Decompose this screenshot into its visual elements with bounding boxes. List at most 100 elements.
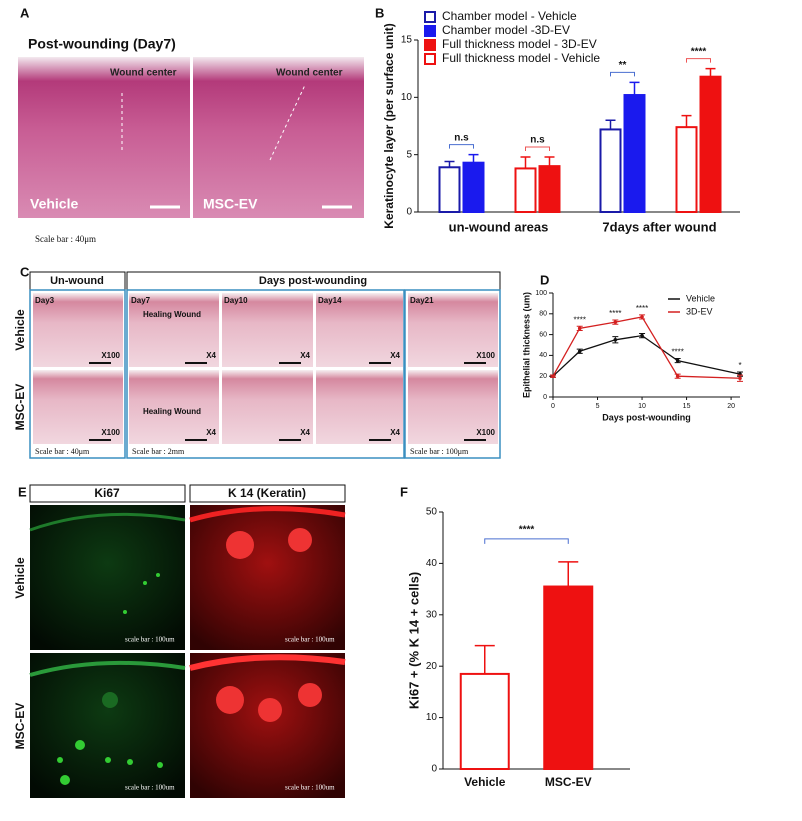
y-tick-label: 80 (539, 311, 547, 318)
significance-label: ** (619, 60, 627, 71)
histology-image (129, 370, 219, 444)
bar (538, 165, 561, 213)
x-tick-label: 10 (638, 403, 646, 410)
point (640, 333, 644, 338)
frame (404, 289, 501, 459)
histology-image (33, 370, 123, 444)
scale-note: scale bar : 100um (285, 784, 335, 792)
histology-image (222, 370, 313, 444)
legend-label: Full thickness model - Vehicle (442, 51, 600, 65)
arrow (269, 84, 306, 161)
significance-label: **** (609, 309, 621, 318)
cell-dots (216, 528, 322, 722)
legend-label: Chamber model - Vehicle (442, 9, 577, 23)
point (577, 326, 582, 331)
scale-note: Scale bar : 40μm (35, 447, 90, 456)
scale-note: Scale bar : 2mm (132, 447, 185, 456)
y-tick-label: 100 (535, 290, 547, 297)
x-tick-label: 0 (551, 403, 555, 410)
panel-letter: D (540, 272, 549, 287)
legend-swatch (424, 25, 436, 37)
image-annotation: Healing Wound (143, 310, 201, 319)
y-axis-label: Epithelial thickness (um) (521, 292, 531, 398)
bar (438, 166, 461, 213)
bar (699, 75, 722, 214)
error-bar (468, 153, 479, 163)
magnification: X4 (390, 428, 400, 437)
significance-bracket (525, 146, 550, 151)
bar (623, 94, 646, 213)
fluorescence-image (30, 505, 185, 650)
error-bar (605, 119, 616, 130)
significance-label: n.s (530, 135, 545, 146)
row-label: Vehicle (13, 309, 27, 351)
header-box (29, 484, 186, 503)
fluorescence-image (190, 505, 345, 650)
x-tick-label: un-wound areas (449, 219, 549, 234)
x-tick-label: 7days after wound (602, 219, 716, 234)
error-bar (474, 644, 495, 674)
histology-image (408, 293, 498, 367)
histology-image (129, 293, 219, 367)
x-axis-label: Days post-wounding (602, 412, 691, 422)
day-label: Day3 (35, 296, 55, 305)
line (552, 316, 741, 379)
point (613, 320, 618, 324)
magnification: X4 (206, 428, 216, 437)
error-bar (705, 67, 716, 77)
histology-grid: X100 Day3 X4 Day7 X4 Day10 X4 Day14 X100 Day21 X10… (33, 293, 498, 444)
histology-image (18, 57, 190, 218)
y-tick-label: 0 (543, 394, 547, 401)
bar (514, 167, 537, 213)
column-header: Days post-wounding (259, 275, 367, 287)
frame (126, 289, 405, 459)
error-bar (444, 160, 455, 168)
x-tick-label: 15 (683, 403, 691, 410)
frame (29, 289, 126, 459)
y-tick-label: 50 (426, 507, 438, 518)
bar (462, 161, 485, 213)
bar (675, 126, 698, 213)
significance-bracket (484, 538, 569, 544)
image-annotation: Healing Wound (143, 407, 201, 416)
column-header: K 14 (Keratin) (228, 486, 306, 500)
point (675, 374, 680, 379)
legend-label: Chamber model -3D-EV (442, 23, 570, 37)
y-tick-label: 5 (406, 149, 412, 160)
point (577, 349, 582, 354)
histology-image (408, 370, 498, 444)
magnification: X100 (476, 351, 495, 360)
day-label: Day10 (224, 296, 248, 305)
panel-letter: A (20, 5, 30, 20)
tissue-edge (189, 654, 346, 671)
day-label: Day14 (318, 296, 342, 305)
panel-letter: E (18, 484, 27, 499)
header-box (189, 484, 346, 503)
magnification: X4 (300, 428, 310, 437)
magnification: X100 (476, 428, 495, 437)
line (552, 334, 741, 377)
significance-label: **** (691, 46, 707, 57)
point (551, 374, 555, 379)
error-bar (544, 156, 555, 167)
significance-bracket (686, 58, 711, 63)
fluorescence-image (30, 653, 185, 798)
x-tick-label: 20 (727, 403, 735, 410)
panel-letter: F (400, 484, 408, 499)
image-annotation: Wound center (276, 68, 343, 79)
y-axis-label: Ki67 + (% K 14 + cells) (406, 572, 421, 709)
y-tick-label: 15 (401, 35, 413, 46)
x-tick-label: MSC-EV (545, 775, 592, 789)
day-label: Day21 (410, 296, 434, 305)
y-tick-label: 30 (426, 609, 438, 620)
row-label: MSC-EV (13, 384, 27, 431)
histology-image (193, 57, 364, 218)
bar (459, 672, 510, 770)
x-tick-label: 5 (596, 403, 600, 410)
bar (599, 128, 622, 213)
significance-label: **** (573, 315, 585, 324)
y-tick-label: 40 (539, 352, 547, 359)
y-tick-label: 40 (426, 558, 438, 569)
magnification: X4 (300, 351, 310, 360)
error-bar (558, 561, 579, 587)
